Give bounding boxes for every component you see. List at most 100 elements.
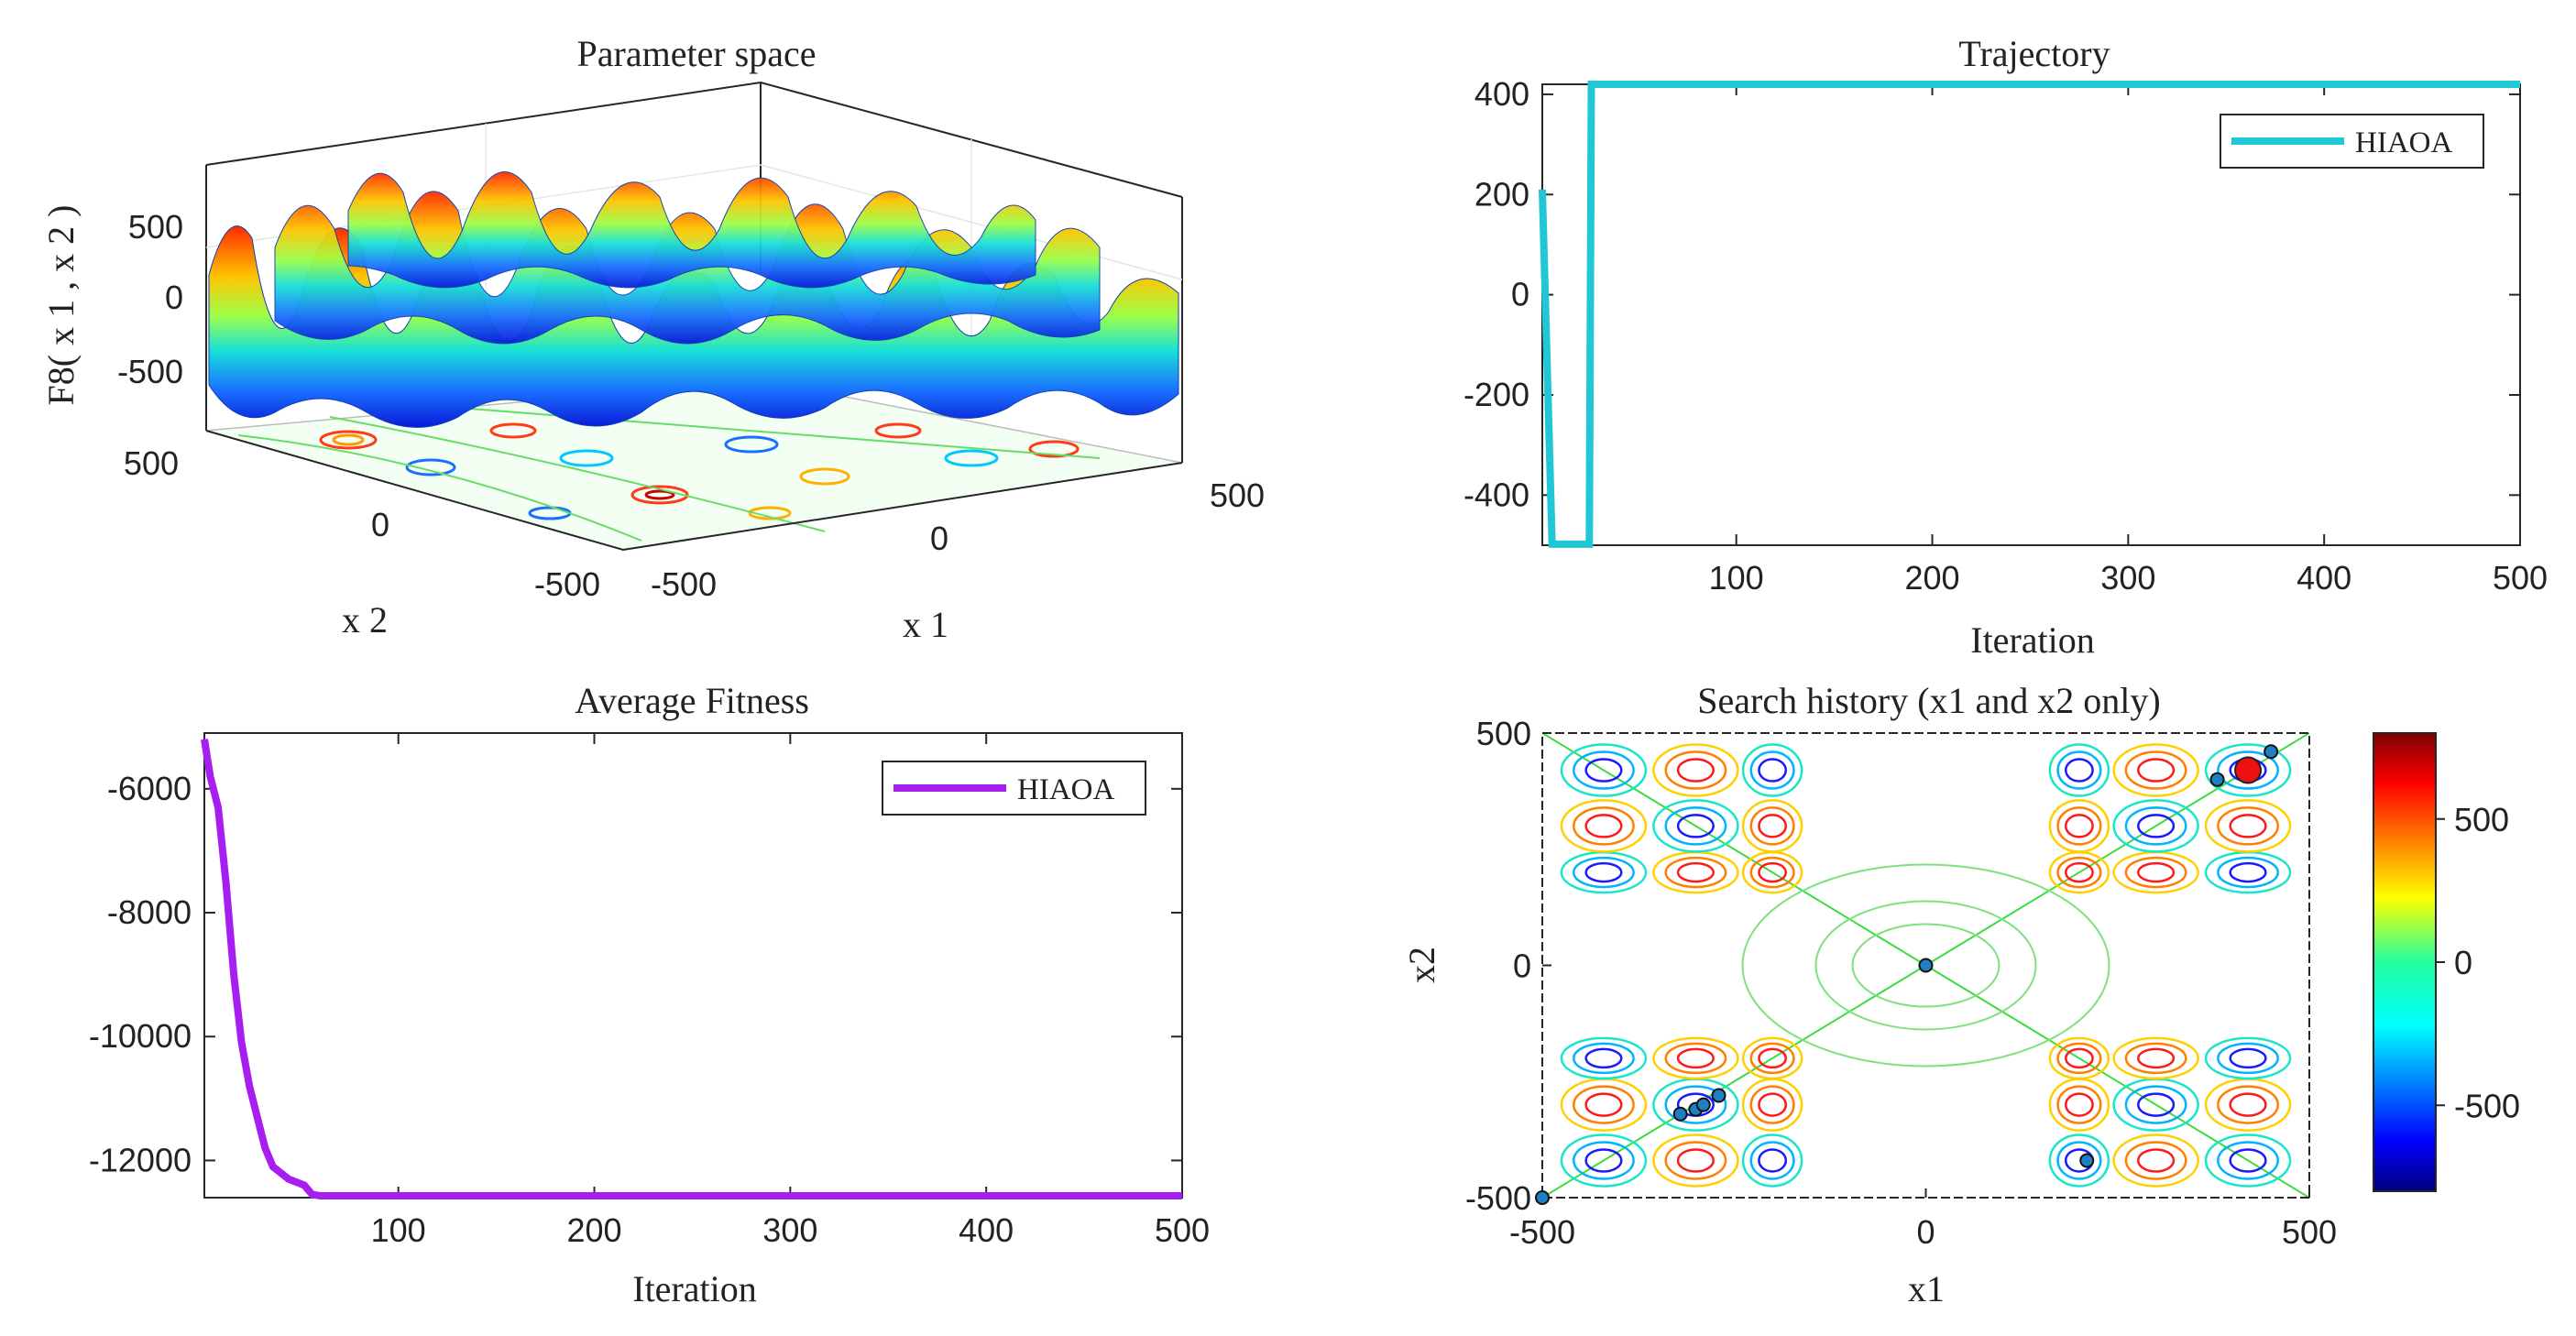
search-x-tick-label: 500 (2282, 1213, 2337, 1251)
floor-contour (405, 458, 456, 476)
contour-ring (1676, 814, 1715, 838)
contour-ring (2217, 1085, 2279, 1124)
contour-ring (1664, 1042, 1727, 1075)
search-x-label: x1 (1908, 1268, 1945, 1309)
contour-ring (1741, 1133, 1803, 1188)
contour-ring (2124, 856, 2187, 889)
search-y-tick-label: -500 (1465, 1179, 1531, 1217)
floor-contour (724, 435, 779, 454)
contour-ring (1573, 750, 1635, 790)
contour-ring (1741, 863, 2110, 1068)
contour-ring (2064, 814, 2094, 838)
contour-ring (2204, 1133, 2292, 1188)
fitness-x-tick-label: 200 (566, 1211, 621, 1249)
contour-ring (1584, 1047, 1623, 1069)
trajectory-legend-label: HIAOA (2355, 126, 2452, 159)
fitness-y-tick-label: -6000 (107, 770, 192, 807)
fitness-x-tick-label: 300 (762, 1211, 817, 1249)
parameter-space-plot: Parameter space (40, 33, 1265, 645)
contour-ring (2229, 861, 2267, 883)
fitness-legend: HIAOA (882, 761, 1146, 816)
floor-contour (748, 506, 792, 520)
contour-ring (2124, 1141, 2187, 1180)
floor-contour (319, 430, 378, 450)
trajectory-x-tick-label: 200 (1904, 559, 1959, 597)
parameter-space-title: Parameter space (577, 33, 817, 74)
contour-ring (2124, 750, 2187, 790)
contour-ring (1560, 1133, 1648, 1188)
fitness-x-tick-label: 100 (371, 1211, 426, 1249)
search-point (2079, 1153, 2095, 1168)
contour-ring (2064, 1047, 2094, 1069)
contour-ring (2048, 1036, 2110, 1080)
contour-ring (1749, 1085, 1795, 1124)
search-history-title: Search history (x1 and x2 only) (1697, 680, 2160, 721)
contour-ring (1664, 1141, 1727, 1180)
search-y-tick-label: 0 (1513, 947, 1531, 985)
contour-ring (2204, 799, 2292, 853)
contour-ring (2056, 750, 2102, 790)
search-y-tick-label: 500 (1476, 715, 1531, 752)
search-best-point (2234, 756, 2263, 784)
contour-ring (1652, 799, 1739, 853)
average-fitness-title: Average Fitness (575, 680, 809, 721)
fitness-x-tick-label: 500 (1155, 1211, 1210, 1249)
search-y-label: x2 (1401, 947, 1442, 983)
contour-ring (1741, 799, 1803, 853)
contour-ring (2137, 1092, 2176, 1117)
contour-ring (1584, 861, 1623, 883)
contour-ring (2048, 799, 2110, 853)
floor-contour (332, 433, 365, 446)
contour-ring (2204, 1036, 2292, 1080)
contour-ring (1749, 750, 1795, 790)
fitness-x-tick-label: 400 (959, 1211, 1014, 1249)
contour-ring (1584, 758, 1623, 783)
contour-ring (1652, 1036, 1739, 1080)
fitness-y-tick-label: -12000 (89, 1141, 192, 1178)
fitness-series-line (201, 739, 1182, 1199)
contour-ring (1814, 900, 2037, 1031)
contour-ring (1584, 814, 1623, 838)
trajectory-x-tick-label: 500 (2493, 559, 2548, 597)
contour-ring (2137, 1047, 2176, 1069)
trajectory-y-tick-label: -200 (1463, 376, 1529, 413)
trajectory-x-tick-label: 300 (2100, 559, 2155, 597)
colorbar (2373, 732, 2437, 1192)
contour-ring (2217, 1042, 2279, 1075)
contour-ring (1758, 1092, 1788, 1117)
contour-ring (1573, 1042, 1635, 1075)
search-point (2264, 744, 2279, 760)
average-fitness-plot: Average Fitness 100 200 300 400 500 -6000 -800… (89, 680, 1210, 1309)
search-point (1535, 1190, 1550, 1205)
x2-tick-500: 500 (124, 444, 179, 482)
floor-contour (1028, 440, 1080, 458)
fitness-legend-box (882, 761, 1146, 816)
floor-contour (799, 467, 850, 486)
contour-ring (1652, 1133, 1739, 1188)
contour-ring (2056, 1085, 2102, 1124)
contour-ring (2137, 814, 2176, 838)
contour-ring (2137, 861, 2176, 883)
contour-ring (2124, 1042, 2187, 1075)
fitness-x-label: Iteration (632, 1268, 757, 1309)
contour-ring (1749, 856, 1795, 889)
contour-ring (1758, 1047, 1788, 1069)
contour-ring (2056, 1042, 2102, 1075)
contour-ring (2137, 1148, 2176, 1173)
contour-ring (1664, 1085, 1727, 1124)
trajectory-x-tick-label: 400 (2296, 559, 2351, 597)
contour-ring (1758, 1148, 1788, 1173)
contour-ring (2048, 1133, 2110, 1188)
contour-ring (1560, 743, 1648, 797)
contour-ring (1676, 1047, 1715, 1069)
box-top-back-edges (205, 81, 1183, 198)
floor-contour (237, 407, 1101, 542)
colorbar-tick-label: 0 (2454, 944, 2472, 981)
trajectory-plot: Trajectory 100 200 300 400 500 400 200 0 -200 -40… (1463, 33, 2548, 661)
contour-ring (2217, 1141, 2279, 1180)
contour-ring (2217, 856, 2279, 889)
contour-ring (2112, 1036, 2199, 1080)
contour-ring (2064, 1092, 2094, 1117)
floor-contours (237, 407, 1101, 542)
box-front-edges (205, 430, 1183, 552)
